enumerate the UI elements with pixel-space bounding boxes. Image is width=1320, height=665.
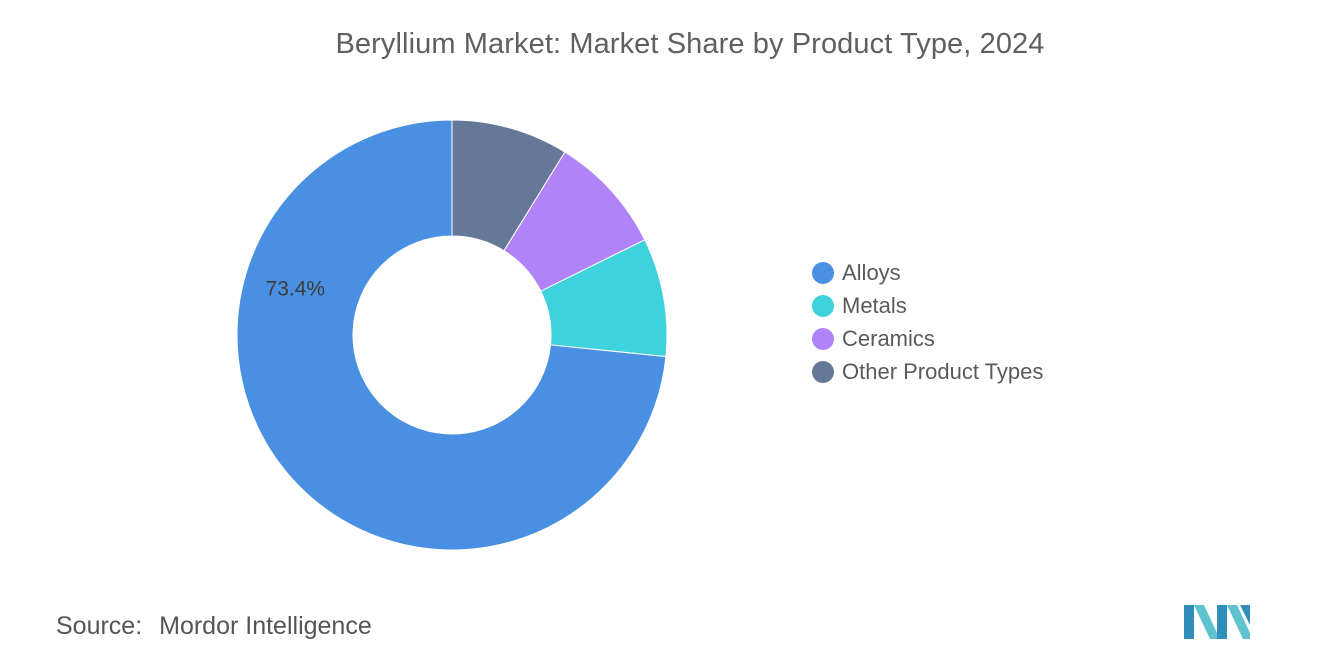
slice-alloys [236, 119, 667, 551]
legend-label: Other Product Types [842, 358, 1044, 384]
legend-label: Metals [842, 292, 907, 318]
legend-label: Ceramics [842, 325, 935, 351]
legend-swatch [812, 360, 834, 383]
legend-item-alloys: Alloys [812, 256, 1043, 289]
legend-label: Alloys [842, 259, 901, 285]
chart-legend: Alloys Metals Ceramics Other Product Types [812, 256, 1043, 388]
data-label-alloys: 73.4% [266, 278, 326, 301]
legend-swatch [812, 327, 834, 350]
mordor-intelligence-logo-icon [1184, 605, 1250, 639]
legend-item-other-product-types: Other Product Types [812, 355, 1043, 388]
source-note: Source: Mordor Intelligence [56, 612, 372, 641]
source-value: Mordor Intelligence [159, 612, 372, 640]
legend-item-ceramics: Ceramics [812, 322, 1043, 355]
legend-swatch [812, 294, 834, 317]
chart-title: Beryllium Market: Market Share by Produc… [335, 28, 1045, 60]
legend-item-metals: Metals [812, 289, 1043, 322]
source-label: Source: [56, 612, 143, 640]
legend-swatch [812, 261, 834, 284]
